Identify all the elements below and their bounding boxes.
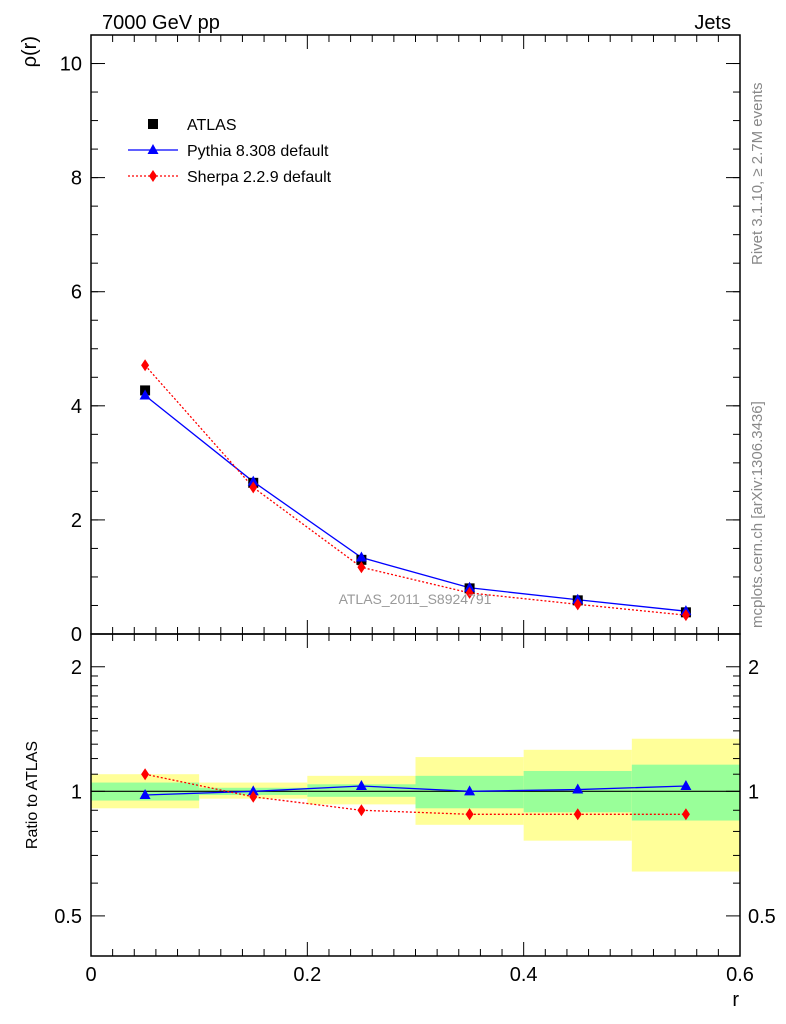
top-y-tick-label: 0 (71, 624, 82, 646)
x-tick-label: 0.2 (293, 964, 321, 986)
ratio-pythia-point (464, 785, 476, 796)
sherpa-point (681, 609, 690, 622)
ratio-pythia-line (145, 785, 686, 796)
main-plot-panel: 0 2 4 6 8 10 ρ(r) ATLAS_2011_S8924791 ATLAS Py… (19, 34, 741, 646)
sherpa-point (573, 598, 582, 611)
ratio-y-tick-label: 1 (71, 781, 82, 803)
sherpa-point (465, 586, 474, 599)
rivet-label: Rivet 3.1.10, ≥ 2.7M events (749, 83, 766, 266)
sherpa-point (357, 561, 366, 574)
header-jets-label: Jets (694, 12, 731, 34)
ratio-y-tick-label-right: 2 (748, 657, 759, 679)
sherpa-line (144, 364, 686, 616)
ratio-pythia-point (680, 780, 692, 791)
top-y-axis-label: ρ(r) (19, 36, 41, 67)
top-y-tick-label: 8 (71, 168, 82, 190)
top-y-tick-label: 2 (71, 510, 82, 532)
ratio-y-tick-label: 0.5 (54, 906, 82, 928)
ratio-sherpa-point (573, 808, 582, 821)
top-y-tick-label: 10 (60, 54, 82, 76)
sherpa-point (141, 359, 150, 372)
ratio-sherpa-line (144, 773, 686, 815)
ratio-sherpa-point (465, 808, 474, 821)
pythia-point (355, 551, 367, 562)
ratio-pythia-point (139, 788, 151, 799)
top-y-tick-label: 4 (71, 396, 82, 418)
ratio-sherpa-point (249, 790, 258, 803)
pythia-point (247, 475, 259, 486)
top-y-tick-label: 6 (71, 282, 82, 304)
ratio-plot-panel: 0.5 0.5 1 1 2 2 0 0.2 0.4 0.6 Ratio to ATLAS r (24, 633, 776, 1011)
ratio-sherpa-point (141, 768, 150, 781)
x-tick-label: 0.6 (726, 964, 754, 986)
legend-label: ATLAS (187, 117, 237, 134)
legend: ATLAS Pythia 8.308 default Sherpa 2.2.9 de… (128, 117, 332, 186)
legend-marker (148, 119, 158, 129)
pythia-point (139, 389, 151, 400)
x-axis-label: r (732, 989, 739, 1011)
sherpa-point (249, 481, 258, 494)
legend-marker (147, 144, 159, 154)
x-tick-label: 0 (85, 964, 96, 986)
mcplots-label: mcplots.cern.ch [arXiv:1306.3436] (749, 401, 766, 628)
header-energy-label: 7000 GeV pp (102, 12, 220, 34)
legend-marker (149, 170, 157, 182)
pythia-point (464, 581, 476, 592)
ratio-pythia-point (355, 780, 367, 791)
legend-label: Pythia 8.308 default (187, 143, 329, 160)
ratio-y-tick-label-right: 0.5 (748, 906, 776, 928)
ratio-y-tick-label: 2 (71, 657, 82, 679)
ratio-y-axis-label: Ratio to ATLAS (24, 741, 41, 849)
bottom-panel-frame (90, 633, 741, 957)
pythia-line (144, 395, 686, 612)
ratio-sherpa-point (357, 804, 366, 817)
ratio-pythia-point (572, 783, 584, 794)
analysis-watermark: ATLAS_2011_S8924791 (339, 591, 492, 607)
x-tick-label: 0.4 (510, 964, 538, 986)
legend-label: Sherpa 2.2.9 default (187, 169, 332, 186)
ratio-y-tick-label-right: 1 (748, 781, 759, 803)
ratio-pythia-point (247, 785, 259, 796)
ratio-sherpa-point (681, 808, 690, 821)
